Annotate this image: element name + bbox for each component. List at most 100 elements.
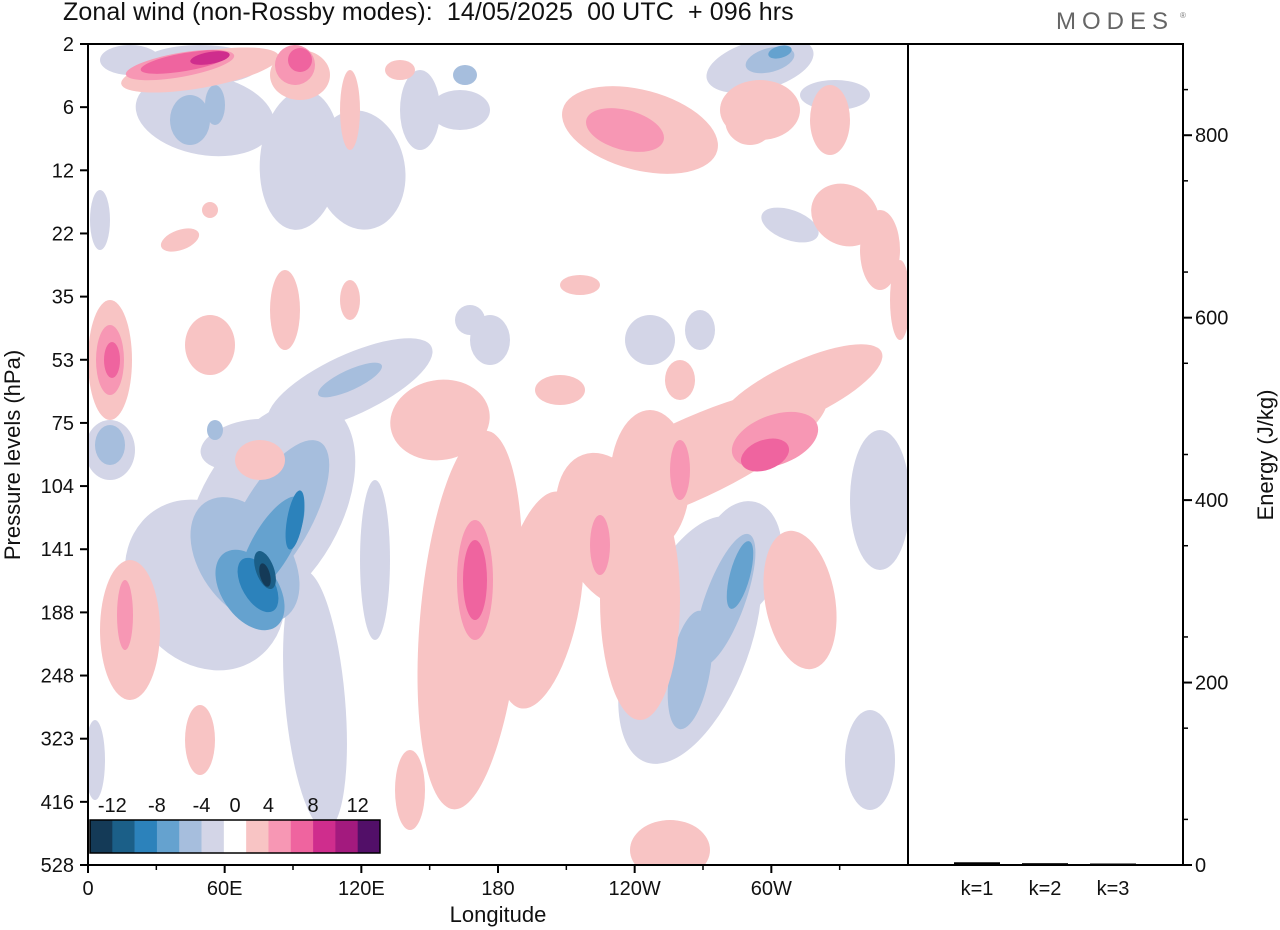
energy-plot-frame — [907, 43, 1184, 866]
chart-title: Zonal wind (non-Rossby modes): 14/05/202… — [63, 0, 794, 26]
contour-region — [95, 425, 125, 465]
energy-bar — [954, 862, 1000, 865]
contour-region — [117, 580, 133, 650]
contour-region — [430, 90, 490, 130]
energy-tick-label: 600 — [1195, 308, 1228, 330]
contour-region — [288, 48, 312, 72]
y-axis-label: Pressure levels (hPa) — [0, 350, 25, 560]
brand-mark-icon: ® — [1180, 11, 1186, 20]
colorbar-tick-label: 0 — [229, 795, 240, 817]
colorbar-swatch — [268, 820, 292, 853]
y-tick-label: 188 — [41, 602, 74, 624]
colorbar-swatch — [201, 820, 225, 853]
contour-region — [463, 540, 487, 620]
energy-category-label: k=3 — [1097, 878, 1130, 900]
y-tick-label: 416 — [41, 792, 74, 814]
colorbar-tick-label: 12 — [347, 795, 369, 817]
energy-bar — [1022, 863, 1068, 865]
contour-region — [340, 70, 360, 150]
contour-region — [630, 820, 710, 865]
y-tick-label: 141 — [41, 539, 74, 561]
contour-region — [237, 557, 279, 613]
colorbar-swatch — [156, 820, 180, 853]
contour-region — [586, 108, 664, 152]
contour-region — [740, 438, 790, 472]
energy-bar — [1090, 863, 1136, 865]
contour-region — [285, 490, 305, 550]
energy-tick-label: 800 — [1195, 125, 1228, 147]
contour-region — [90, 190, 110, 250]
contour-region — [845, 710, 895, 810]
y-tick-label: 12 — [52, 160, 74, 182]
energy-category-label: k=1 — [961, 878, 994, 900]
colorbar-swatch — [357, 820, 381, 853]
y-tick-label: 53 — [52, 350, 74, 372]
contour-region — [761, 207, 819, 243]
contour-region — [811, 183, 879, 247]
x-tick-label: 0 — [82, 878, 93, 900]
contour-region — [685, 310, 715, 350]
contour-region — [890, 260, 908, 340]
contour-region — [160, 228, 200, 252]
contour-region — [390, 379, 490, 461]
x-tick-label: 180 — [481, 878, 514, 900]
contour-region — [768, 45, 792, 59]
x-axis-label: Longitude — [450, 902, 547, 927]
energy-tick-label: 400 — [1195, 490, 1228, 512]
colorbar-swatch — [112, 820, 135, 853]
y-tick-label: 6 — [63, 97, 74, 119]
contour-region — [455, 305, 485, 335]
contour-region — [185, 705, 215, 775]
contour-region — [670, 440, 690, 500]
energy-tick-label: 0 — [1195, 855, 1206, 877]
contour-region — [360, 480, 390, 640]
energy-axes: 0 200 400 600 800 k=1 k=2 k=3 — [954, 88, 1228, 900]
y-tick-label: 75 — [52, 413, 74, 435]
contour-region — [590, 515, 610, 575]
energy-axis-label: Energy (J/kg) — [1253, 390, 1278, 521]
contour-region — [810, 85, 850, 155]
contour-region — [717, 344, 883, 436]
x-tick-label: 60E — [207, 878, 243, 900]
y-tick-label: 2 — [63, 34, 74, 56]
contour-region — [725, 95, 775, 145]
contour-region — [400, 70, 440, 150]
x-tick-label: 60W — [751, 878, 792, 900]
y-tick-label: 323 — [41, 729, 74, 751]
colorbar-tick-label: -12 — [98, 795, 127, 817]
contour-region — [763, 530, 837, 670]
colorbar-swatch — [179, 820, 202, 853]
colorbar-tick-label: 8 — [308, 795, 319, 817]
y-tick-label: 22 — [52, 223, 74, 245]
colorbar-frame — [89, 819, 381, 854]
contour-region — [665, 360, 695, 400]
contour-region — [860, 210, 900, 290]
contour-region — [317, 362, 383, 398]
contour-region — [235, 440, 285, 480]
contour-region — [535, 375, 585, 405]
colorbar-swatch — [223, 820, 247, 853]
y-tick-label: 528 — [41, 855, 74, 877]
contour-region — [850, 430, 908, 570]
contour-region — [385, 60, 415, 80]
colorbar-swatch — [246, 820, 269, 853]
colorbar-swatch — [90, 820, 113, 853]
contour-region — [104, 342, 120, 378]
contour-region — [170, 95, 210, 145]
x-tick-label: 120E — [338, 878, 385, 900]
contour-region — [283, 570, 347, 830]
contour-region — [625, 315, 675, 365]
contour-region — [88, 720, 105, 800]
colorbar-swatch — [290, 820, 314, 853]
contour-region — [185, 315, 235, 375]
contour-region — [314, 110, 406, 230]
contour-region — [340, 280, 360, 320]
contour-region — [560, 275, 600, 295]
contour-region — [270, 270, 300, 350]
contour-region — [726, 541, 754, 609]
brand-logo: MODES — [1056, 8, 1175, 35]
contour-region — [496, 491, 584, 709]
contour-region — [190, 51, 230, 65]
